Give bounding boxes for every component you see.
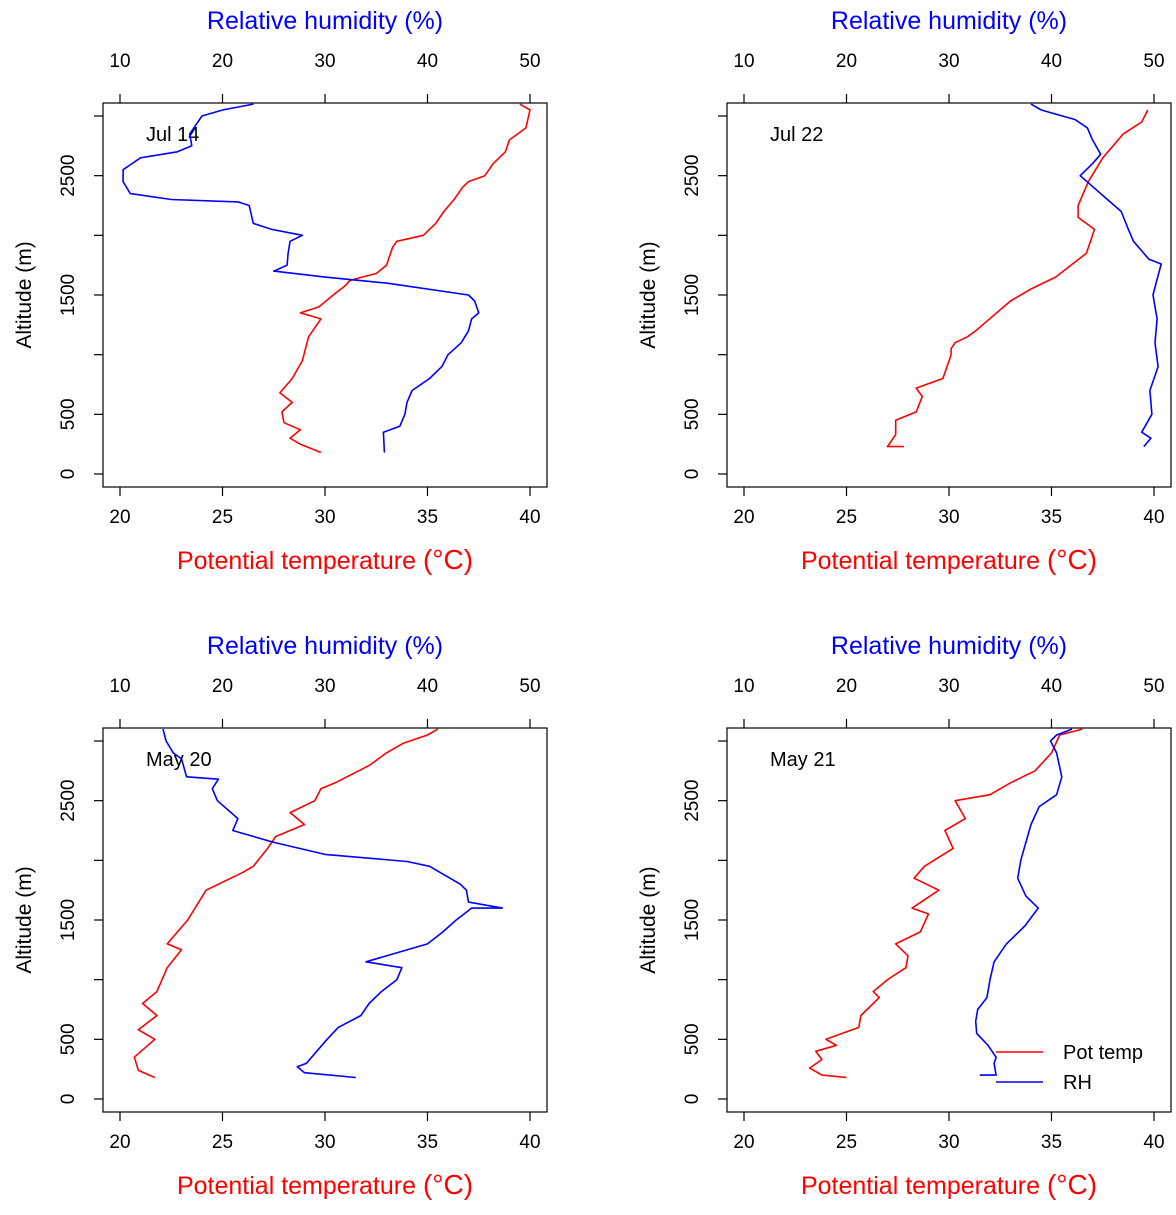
- x-top-axis-title: Relative humidity (%): [207, 7, 443, 35]
- y-axis-title: Altitude (m): [637, 866, 660, 973]
- x-bottom-tick-label: 35: [1041, 1132, 1062, 1153]
- x-top-tick-label: 10: [733, 676, 754, 697]
- plot-frame: [726, 102, 1172, 488]
- x-bottom-axis-title-text: Potential temperature: [801, 1172, 1047, 1200]
- x-bottom-axis-title: Potential temperature (°C): [177, 544, 473, 575]
- y-tick-label: 1500: [58, 274, 79, 316]
- x-top-axis-title: Relative humidity (%): [207, 632, 443, 660]
- x-top-tick-label: 40: [417, 676, 438, 697]
- y-tick-label: 500: [682, 398, 703, 430]
- panel-date-label: May 21: [770, 749, 836, 771]
- x-bottom-axis-unit: (°C): [1047, 544, 1097, 575]
- y-tick-label: 1500: [682, 899, 703, 941]
- x-bottom-tick-label: 30: [314, 1132, 335, 1153]
- series-line-pot-temp: [133, 728, 439, 1079]
- y-tick-label: 2500: [682, 780, 703, 822]
- plot-frame: [102, 727, 548, 1113]
- x-top-tick-label: 30: [938, 51, 959, 72]
- x-bottom-tick-label: 30: [938, 1132, 959, 1153]
- x-top-tick-label: 10: [109, 676, 130, 697]
- panel-date-label: May 20: [146, 749, 212, 771]
- x-top-tick-label: 20: [836, 676, 857, 697]
- x-bottom-tick-label: 20: [109, 1132, 130, 1153]
- series-line-rh: [122, 103, 480, 453]
- legend-label: RH: [1063, 1072, 1092, 1094]
- x-top-tick-label: 50: [1143, 676, 1164, 697]
- x-bottom-tick-label: 20: [733, 507, 754, 528]
- x-bottom-tick-label: 40: [1143, 1132, 1164, 1153]
- y-tick-label: 2500: [58, 155, 79, 197]
- x-top-tick-label: 30: [314, 51, 335, 72]
- x-bottom-tick-label: 30: [938, 507, 959, 528]
- legend-label: Pot temp: [1063, 1042, 1143, 1064]
- x-top-tick-label: 10: [733, 51, 754, 72]
- y-tick-label: 2500: [682, 155, 703, 197]
- x-top-tick-label: 30: [938, 676, 959, 697]
- x-bottom-tick-label: 35: [417, 1132, 438, 1153]
- y-tick-label: 0: [58, 1094, 79, 1105]
- x-top-tick-label: 50: [1143, 51, 1164, 72]
- x-top-tick-label: 40: [417, 51, 438, 72]
- x-bottom-tick-label: 25: [212, 1132, 233, 1153]
- y-tick-label: 1500: [58, 899, 79, 941]
- y-tick-label: 0: [682, 1094, 703, 1105]
- x-bottom-tick-label: 20: [109, 507, 130, 528]
- y-tick-label: 0: [58, 469, 79, 480]
- x-top-tick-label: 30: [314, 676, 335, 697]
- y-tick-label: 500: [58, 1023, 79, 1055]
- series-line-rh: [162, 728, 504, 1079]
- x-top-tick-label: 40: [1041, 676, 1062, 697]
- x-bottom-axis-unit: (°C): [423, 1169, 473, 1200]
- x-bottom-tick-label: 35: [1041, 507, 1062, 528]
- series-line-pot-temp: [279, 103, 531, 454]
- x-top-tick-label: 20: [212, 676, 233, 697]
- x-bottom-tick-label: 40: [519, 507, 540, 528]
- x-top-tick-label: 40: [1041, 51, 1062, 72]
- x-bottom-axis-title: Potential temperature (°C): [801, 544, 1097, 575]
- y-axis-title: Altitude (m): [13, 866, 36, 973]
- x-top-tick-label: 50: [519, 676, 540, 697]
- y-tick-label: 0: [682, 469, 703, 480]
- x-bottom-tick-label: 40: [1143, 507, 1164, 528]
- y-tick-label: 2500: [58, 780, 79, 822]
- x-bottom-tick-label: 30: [314, 507, 335, 528]
- x-bottom-axis-unit: (°C): [1047, 1169, 1097, 1200]
- plot-frame: [102, 102, 548, 488]
- x-bottom-axis-title-text: Potential temperature: [177, 1172, 423, 1200]
- x-bottom-tick-label: 40: [519, 1132, 540, 1153]
- x-bottom-tick-label: 20: [733, 1132, 754, 1153]
- x-top-tick-label: 20: [836, 51, 857, 72]
- series-line-pot-temp: [808, 728, 1083, 1079]
- x-top-tick-label: 10: [109, 51, 130, 72]
- x-bottom-axis-title-text: Potential temperature: [801, 547, 1047, 575]
- x-top-tick-label: 20: [212, 51, 233, 72]
- x-bottom-tick-label: 25: [836, 1132, 857, 1153]
- panel-date-label: Jul 22: [770, 124, 823, 146]
- x-bottom-axis-title-text: Potential temperature: [177, 547, 423, 575]
- x-top-tick-label: 50: [519, 51, 540, 72]
- x-bottom-tick-label: 25: [836, 507, 857, 528]
- series-line-pot-temp: [886, 109, 1149, 448]
- x-bottom-tick-label: 35: [417, 507, 438, 528]
- x-bottom-tick-label: 25: [212, 507, 233, 528]
- y-axis-title: Altitude (m): [13, 241, 36, 348]
- x-top-axis-title: Relative humidity (%): [831, 7, 1067, 35]
- y-tick-label: 500: [682, 1023, 703, 1055]
- panel-date-label: Jul 14: [146, 124, 199, 146]
- series-line-rh: [1030, 103, 1162, 448]
- x-top-axis-title: Relative humidity (%): [831, 632, 1067, 660]
- x-bottom-axis-unit: (°C): [423, 544, 473, 575]
- x-bottom-axis-title: Potential temperature (°C): [801, 1169, 1097, 1200]
- y-tick-label: 500: [58, 398, 79, 430]
- y-tick-label: 1500: [682, 274, 703, 316]
- series-line-rh: [974, 728, 1073, 1076]
- y-axis-title: Altitude (m): [637, 241, 660, 348]
- x-bottom-axis-title: Potential temperature (°C): [177, 1169, 473, 1200]
